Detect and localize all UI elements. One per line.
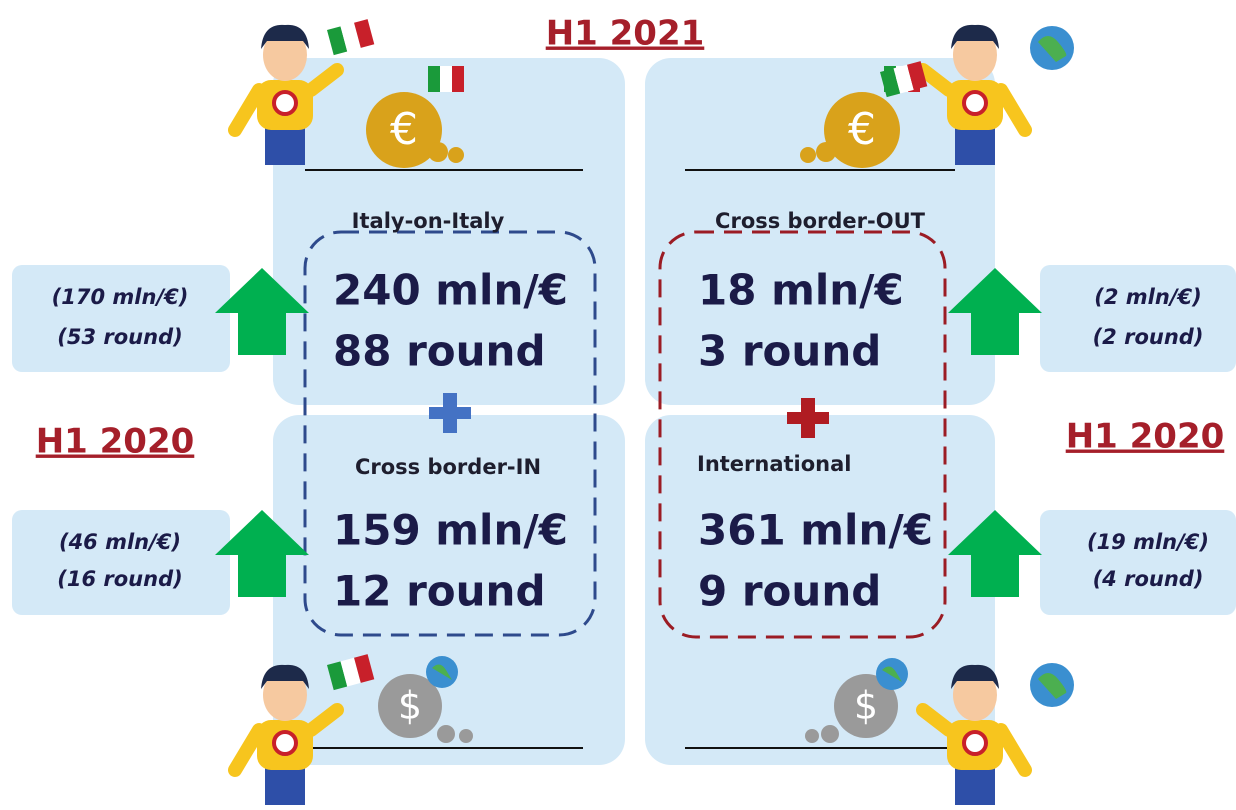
previous-amount: (2 mln/€): [1094, 285, 1201, 309]
rounds: 88 round: [333, 327, 546, 376]
rounds: 12 round: [333, 567, 546, 616]
amount: 240 mln/€: [333, 266, 568, 315]
previous-box: [12, 510, 230, 615]
character-badge: [964, 92, 986, 114]
previous-amount: (170 mln/€): [52, 285, 189, 309]
header-title: H1 2021: [546, 14, 705, 54]
previous-box: [1040, 510, 1236, 615]
svg-text:€: €: [848, 104, 876, 155]
rounds: 3 round: [698, 327, 881, 376]
character-badge: [964, 732, 986, 754]
amount: 18 mln/€: [698, 266, 904, 315]
infographic: € € $ $ H1 2021 H1 2020 H1 2020 Italy-on…: [0, 0, 1236, 810]
character-arm: [235, 90, 259, 130]
previous-amount: (19 mln/€): [1087, 530, 1209, 554]
side-label: H1 2020: [36, 422, 195, 462]
svg-text:€: €: [390, 104, 418, 155]
previous-rounds: (53 round): [57, 325, 182, 349]
amount: 361 mln/€: [698, 506, 933, 555]
svg-text:$: $: [398, 684, 422, 728]
quadrant-title: Italy-on-Italy: [352, 209, 505, 233]
character-legs: [265, 125, 305, 165]
amount: 159 mln/€: [333, 506, 568, 555]
rounds: 9 round: [698, 567, 881, 616]
svg-text:$: $: [854, 684, 878, 728]
previous-box: [12, 265, 230, 372]
previous-rounds: (2 round): [1093, 325, 1204, 349]
character-legs: [955, 125, 995, 165]
character-arm: [235, 730, 259, 770]
character-arm: [1001, 90, 1025, 130]
page: € € $ $ H1 2021 H1 2020 H1 2020 Italy-on…: [0, 0, 1236, 810]
quadrant-title: Cross border-OUT: [715, 209, 926, 233]
quadrant-title: Cross border-IN: [355, 455, 541, 479]
character-legs: [955, 765, 995, 805]
previous-amount: (46 mln/€): [59, 530, 181, 554]
previous-box: [1040, 265, 1236, 372]
previous-rounds: (4 round): [1093, 567, 1204, 591]
previous-rounds: (16 round): [57, 567, 182, 591]
character-badge: [274, 732, 296, 754]
character-legs: [265, 765, 305, 805]
side-label: H1 2020: [1066, 417, 1225, 457]
character-badge: [274, 92, 296, 114]
character-arm: [1001, 730, 1025, 770]
quadrant-title: International: [697, 452, 852, 476]
